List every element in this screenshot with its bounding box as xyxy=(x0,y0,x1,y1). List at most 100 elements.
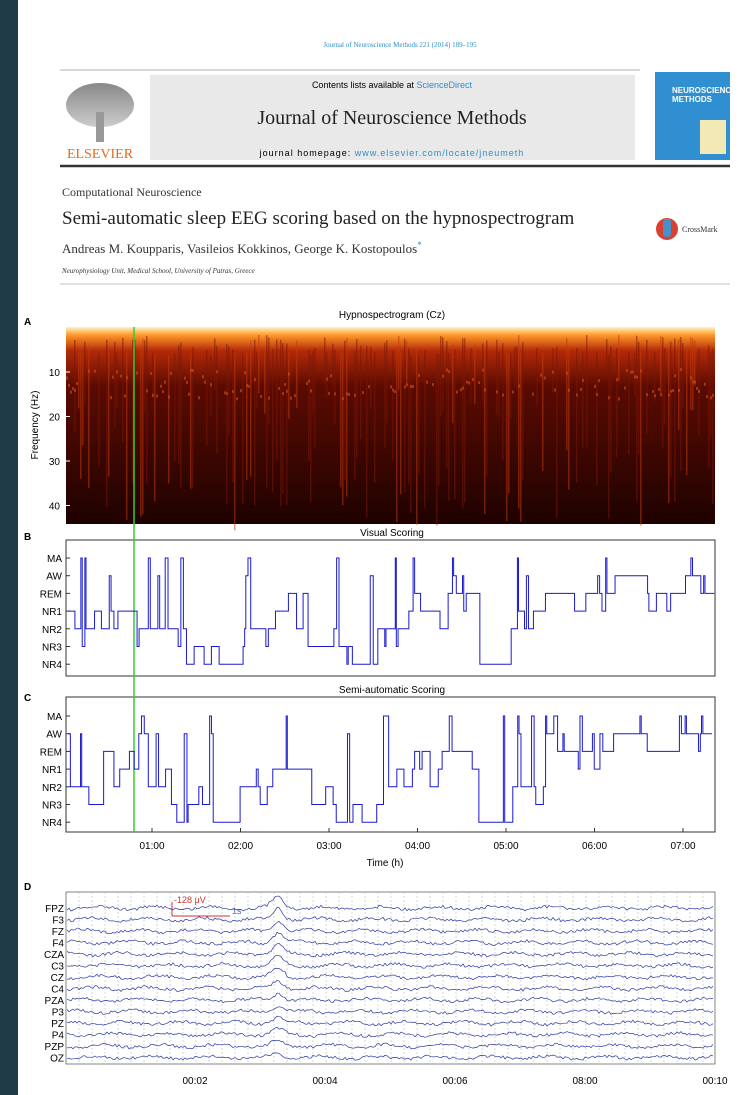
band xyxy=(164,380,166,384)
band xyxy=(328,391,330,395)
streak xyxy=(332,343,334,389)
y-tick-label: AW xyxy=(46,730,62,741)
band xyxy=(502,393,504,397)
band xyxy=(690,376,692,380)
band xyxy=(634,375,636,379)
x-tick-label: 08:00 xyxy=(572,1076,597,1087)
streak xyxy=(712,349,714,505)
band xyxy=(552,370,554,374)
streak xyxy=(178,345,180,465)
author-mark[interactable]: * xyxy=(417,240,422,250)
streak xyxy=(314,347,316,449)
streak xyxy=(678,339,680,431)
band xyxy=(466,380,468,384)
band xyxy=(710,396,712,400)
streak xyxy=(324,337,326,385)
streak xyxy=(356,339,358,458)
band xyxy=(478,381,480,385)
band xyxy=(392,388,394,392)
band xyxy=(192,369,194,373)
band xyxy=(580,387,582,391)
y-tick-label: NR2 xyxy=(42,783,62,794)
streak xyxy=(226,343,228,504)
streak xyxy=(234,351,236,531)
streak xyxy=(502,343,504,461)
homepage-link[interactable]: www.elsevier.com/locate/jneumeth xyxy=(354,148,525,158)
streak xyxy=(192,347,194,489)
citation[interactable]: Journal of Neuroscience Methods 221 (201… xyxy=(323,41,477,49)
band xyxy=(640,369,642,373)
band xyxy=(532,392,534,396)
streak xyxy=(272,349,274,492)
streak xyxy=(618,335,620,381)
streak xyxy=(116,352,118,409)
band xyxy=(286,389,288,393)
band xyxy=(626,369,628,373)
streak xyxy=(664,347,666,425)
band xyxy=(186,380,188,384)
streak xyxy=(84,341,86,404)
streak xyxy=(668,348,670,504)
band xyxy=(110,396,112,400)
x-tick-label: 06:00 xyxy=(582,841,607,852)
streak xyxy=(542,352,544,471)
eeg-trace xyxy=(66,1006,714,1015)
band xyxy=(240,389,242,393)
y-tick-label: MA xyxy=(47,712,62,723)
streak xyxy=(520,353,522,522)
band xyxy=(168,395,170,399)
streak xyxy=(516,346,518,391)
band xyxy=(512,390,514,394)
streak xyxy=(522,342,524,481)
streak xyxy=(418,353,420,474)
band xyxy=(362,391,364,395)
streak xyxy=(406,341,408,386)
page-svg: Journal of Neuroscience Methods 221 (201… xyxy=(24,41,737,1087)
streak xyxy=(142,338,144,515)
band xyxy=(188,392,190,396)
channel-label: F4 xyxy=(52,939,64,950)
band xyxy=(124,394,126,398)
streak xyxy=(232,349,234,483)
band xyxy=(170,372,172,376)
streak xyxy=(392,350,394,460)
logo-tree xyxy=(66,83,134,127)
streak xyxy=(470,348,472,403)
streak xyxy=(518,335,520,509)
streak xyxy=(266,335,268,489)
y-tick-label: NR3 xyxy=(42,643,62,654)
band xyxy=(694,380,696,384)
streak xyxy=(168,354,170,484)
streak xyxy=(410,354,412,514)
streak xyxy=(280,339,282,507)
contents-link[interactable]: ScienceDirect xyxy=(417,80,473,90)
streak xyxy=(424,350,426,509)
plot-frame xyxy=(65,696,716,833)
streak xyxy=(610,346,612,473)
channel-label: PZP xyxy=(45,1042,65,1053)
eeg-trace xyxy=(66,954,714,969)
streak xyxy=(144,340,146,412)
band xyxy=(342,397,344,401)
band xyxy=(74,388,76,392)
band xyxy=(294,394,296,398)
author-names: Andreas M. Koupparis, Vasileios Kokkinos… xyxy=(62,241,417,256)
band xyxy=(202,375,204,379)
streak xyxy=(374,352,376,483)
streak xyxy=(360,345,362,440)
streak xyxy=(334,350,336,425)
x-tick-label: 00:06 xyxy=(442,1076,467,1087)
band xyxy=(448,370,450,374)
crossmark[interactable]: CrossMark xyxy=(682,225,718,234)
panel-title: Semi-automatic Scoring xyxy=(339,685,445,696)
contents-prefix: Contents lists available at xyxy=(312,80,415,90)
streak xyxy=(370,346,372,410)
band xyxy=(484,388,486,392)
band xyxy=(224,391,226,395)
band xyxy=(668,393,670,397)
x-tick-label: 01:00 xyxy=(139,841,164,852)
paper-page: Journal of Neuroscience Methods 221 (201… xyxy=(18,0,751,1095)
streak xyxy=(404,338,406,493)
band xyxy=(198,396,200,400)
streak xyxy=(80,348,82,479)
